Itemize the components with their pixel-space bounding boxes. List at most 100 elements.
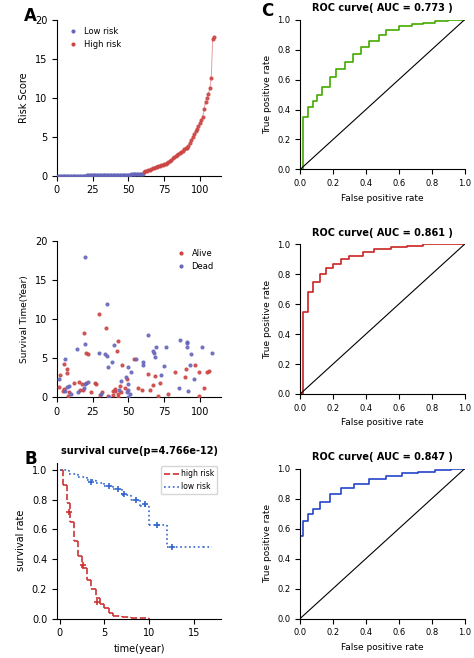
Point [91,378,99,389]
Point [114,389,122,399]
Point [189,132,196,142]
Point [110,340,118,351]
Point [198,114,205,125]
Point [155,390,162,401]
Point [118,170,125,180]
Point [100,170,108,180]
Point [109,390,117,400]
Point [109,386,117,396]
Point [63,364,71,374]
Point [77,170,85,181]
Point [80,385,87,395]
Point [122,170,129,180]
Point [176,147,183,158]
Point [88,386,95,397]
X-axis label: False positive rate: False positive rate [341,643,424,652]
Point [146,385,154,395]
Point [111,386,118,396]
Point [195,367,202,377]
Text: B: B [24,450,36,468]
Point [82,339,89,349]
Point [102,170,109,180]
Point [55,381,63,392]
Point [156,161,164,171]
Point [59,386,67,397]
X-axis label: False positive rate: False positive rate [341,193,424,203]
Point [69,170,76,181]
Point [153,161,161,172]
Point [138,384,146,395]
Point [208,348,216,359]
Point [164,157,172,167]
Point [84,170,92,181]
Point [64,368,71,379]
Y-axis label: survival rate: survival rate [16,510,26,571]
Point [81,383,88,393]
Point [127,367,135,378]
Point [155,161,162,172]
Point [205,89,212,99]
Point [106,170,114,180]
Point [118,360,126,370]
Point [62,170,69,181]
Point [60,170,68,181]
Point [92,379,100,390]
Point [183,338,191,348]
Point [205,365,212,376]
Point [190,129,198,139]
Point [132,169,139,180]
Title: ROC curve( AUC = 0.847 ): ROC curve( AUC = 0.847 ) [312,453,453,463]
Y-axis label: True positive rate: True positive rate [263,280,272,359]
Point [119,170,127,180]
Point [79,170,86,181]
Point [66,170,73,181]
Point [110,170,118,180]
Point [70,170,78,181]
Point [87,170,95,181]
Point [98,386,105,397]
Point [151,371,159,382]
Point [126,169,134,180]
Point [112,170,119,180]
Point [113,170,121,180]
Point [91,170,99,181]
Point [82,347,90,358]
Point [157,369,165,380]
Point [97,389,105,399]
Point [93,170,100,181]
Point [64,391,71,401]
Point [118,387,125,397]
Title: ROC curve( AUC = 0.861 ): ROC curve( AUC = 0.861 ) [312,228,453,238]
Point [183,342,191,352]
Point [57,170,65,181]
Point [142,166,149,176]
Title: survival curve(p=4.766e-12): survival curve(p=4.766e-12) [61,446,218,456]
Point [108,170,115,180]
Point [131,353,138,364]
Point [206,83,214,93]
Point [73,170,81,181]
Point [161,361,168,371]
Point [59,170,66,181]
Point [187,135,195,145]
Point [150,348,158,359]
Point [191,126,199,137]
Point [164,388,172,399]
Point [123,170,131,180]
Point [174,149,182,159]
Point [113,345,121,356]
Point [210,32,218,42]
Point [143,165,151,176]
Point [175,383,182,393]
Point [89,170,96,181]
Point [166,155,173,166]
Point [191,374,198,384]
Point [145,330,152,341]
Point [74,170,82,181]
Point [146,164,154,175]
Text: C: C [261,2,273,20]
Point [176,335,184,345]
Point [105,170,112,180]
Point [96,390,104,400]
Point [172,367,179,378]
